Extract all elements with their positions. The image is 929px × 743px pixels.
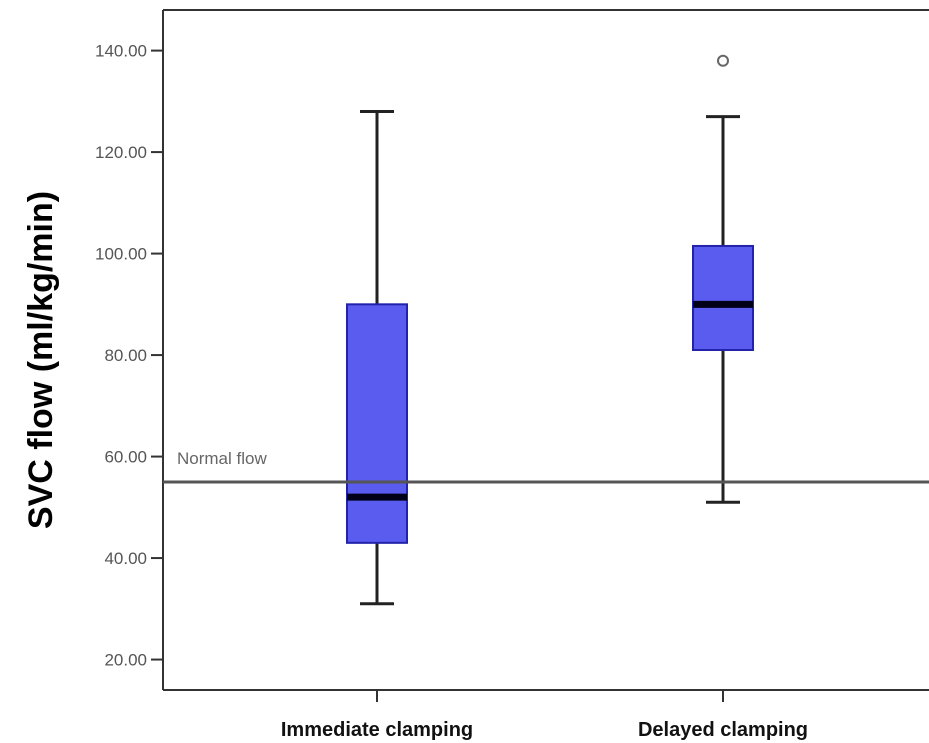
y-ticks: 20.00 40.00 60.00 80.00 100.00 120.00 140.00 bbox=[95, 42, 163, 670]
boxes bbox=[346, 54, 754, 606]
y-tick-label: 100.00 bbox=[95, 245, 147, 264]
y-axis-label: SVC flow (ml/kg/min) bbox=[22, 191, 60, 529]
box-group bbox=[346, 109, 408, 606]
reference-line-group: Normal flow bbox=[163, 449, 929, 484]
y-tick-label: 120.00 bbox=[95, 143, 147, 162]
iqr-box bbox=[692, 244, 754, 352]
y-tick-label: 20.00 bbox=[104, 651, 147, 670]
y-tick-label: 80.00 bbox=[104, 346, 147, 365]
reference-line-label: Normal flow bbox=[177, 449, 267, 468]
y-tick-label: 140.00 bbox=[95, 42, 147, 61]
x-ticks: Immediate clamping Delayed clamping bbox=[281, 690, 808, 741]
outlier-point bbox=[717, 54, 729, 67]
box-group bbox=[692, 54, 754, 504]
axes bbox=[162, 9, 929, 691]
iqr-box bbox=[346, 303, 408, 544]
y-tick-label: 40.00 bbox=[104, 549, 147, 568]
x-category-label: Delayed clamping bbox=[638, 719, 808, 741]
y-tick-label: 60.00 bbox=[104, 448, 147, 467]
x-category-label: Immediate clamping bbox=[281, 719, 473, 741]
